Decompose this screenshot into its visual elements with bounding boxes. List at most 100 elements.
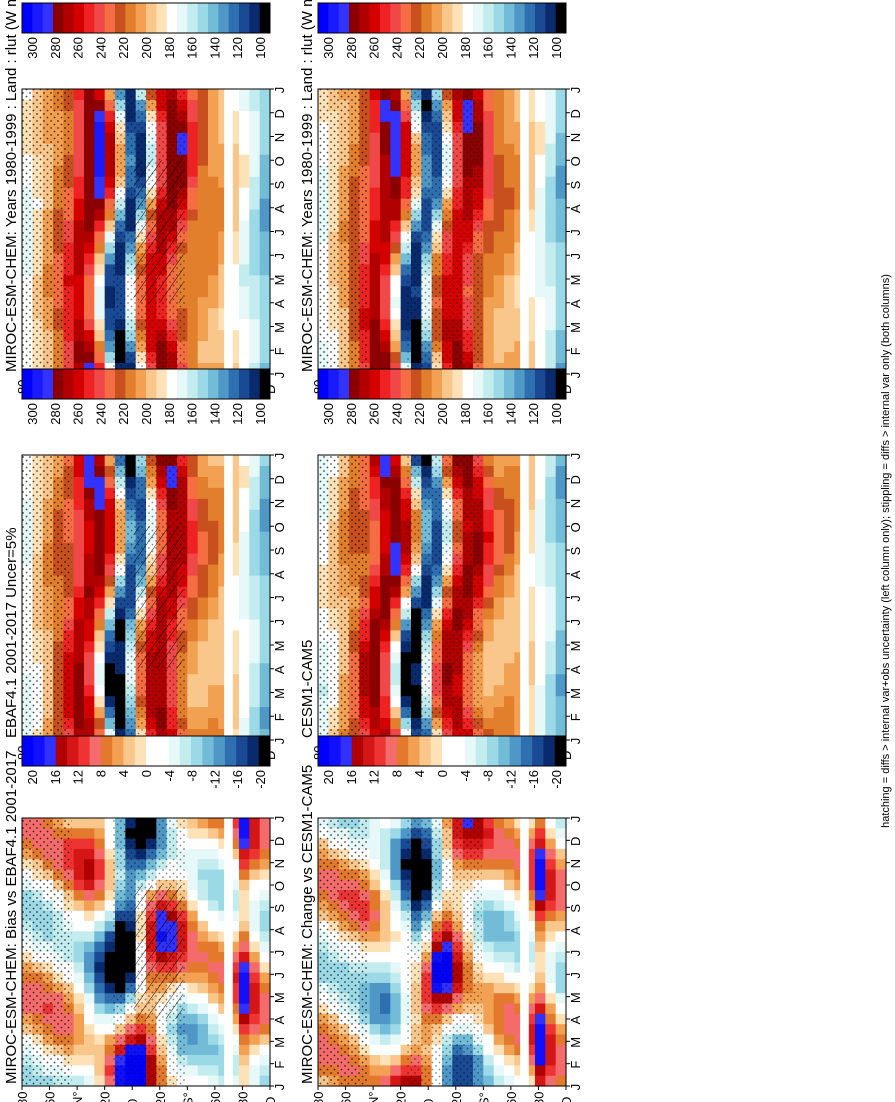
heatmap-cell	[555, 921, 567, 932]
colorbar-swatch	[504, 3, 515, 33]
heatmap-cell	[514, 187, 526, 200]
heatmap-cell	[104, 941, 116, 953]
heatmap-cell	[94, 231, 106, 244]
heatmap-cell	[208, 729, 219, 741]
heatmap-cell	[259, 707, 271, 719]
heatmap-cell	[369, 1075, 381, 1087]
colorbar-label: 280	[344, 403, 359, 425]
heatmap-cell	[228, 198, 240, 211]
heatmap-cell	[259, 176, 271, 189]
heatmap-cell	[400, 154, 412, 167]
heatmap-cell	[483, 330, 495, 342]
heatmap-cell	[493, 952, 505, 963]
heatmap-cell	[483, 89, 495, 101]
heatmap-cell	[369, 900, 381, 912]
heatmap-cell	[218, 1075, 230, 1087]
heatmap-cell	[524, 575, 536, 588]
heatmap-cell	[380, 630, 391, 642]
heatmap-cell	[390, 962, 402, 974]
colorbar-swatch	[53, 369, 64, 399]
heatmap-cell	[239, 1034, 250, 1046]
heatmap-cell	[249, 859, 261, 871]
heatmap-cell	[493, 198, 505, 211]
heatmap-cell	[218, 531, 230, 544]
heatmap-cell	[390, 242, 402, 255]
heatmap-cell	[390, 286, 402, 298]
heatmap-cell	[369, 487, 381, 500]
heatmap-cell	[400, 352, 412, 364]
heatmap-cell	[380, 608, 391, 621]
heatmap-cell	[524, 838, 536, 850]
heatmap-cell	[493, 869, 505, 881]
heatmap-cell	[208, 275, 219, 287]
x-tick-label: F	[272, 1061, 287, 1069]
heatmap-cell	[218, 231, 230, 244]
heatmap-cell	[84, 962, 95, 974]
heatmap-cell	[218, 859, 230, 871]
panel-title: MIROC-ESM-CHEM: Change vs CESM1-CAM5	[299, 765, 316, 1084]
heatmap-cell	[380, 165, 391, 178]
heatmap-cell	[535, 498, 546, 511]
heatmap-cell	[545, 586, 557, 599]
heatmap-cell	[504, 838, 515, 850]
heatmap-cell	[73, 828, 85, 840]
x-tick-label: J	[272, 816, 287, 823]
colorbar-swatch	[411, 369, 422, 399]
heatmap-cell	[369, 729, 381, 741]
heatmap-cell	[228, 1024, 240, 1036]
colorbar-label: 280	[48, 37, 63, 59]
heatmap-cell	[249, 264, 261, 276]
heatmap-cell	[104, 729, 116, 741]
heatmap-cell	[400, 1013, 412, 1025]
heatmap-cell	[208, 952, 219, 963]
heatmap-cell	[104, 952, 116, 963]
heatmap-cell	[218, 848, 230, 860]
heatmap-cell	[187, 707, 199, 719]
heatmap-cell	[94, 564, 106, 577]
heatmap-cell	[218, 209, 230, 222]
heatmap-cell	[84, 718, 95, 730]
y-tick-label: 60	[339, 1092, 354, 1102]
heatmap-cell	[555, 879, 567, 891]
heatmap-cell	[249, 1044, 261, 1056]
heatmap-cell	[197, 619, 209, 631]
heatmap-cell	[208, 187, 219, 200]
heatmap-cell	[228, 476, 240, 489]
colorbar-swatch	[104, 3, 116, 33]
heatmap-cell	[104, 264, 116, 276]
heatmap-cell	[390, 165, 402, 178]
heatmap-cell	[535, 476, 546, 489]
heatmap-cell	[400, 1075, 412, 1087]
heatmap-cell	[524, 674, 536, 686]
heatmap-cell	[259, 1034, 271, 1046]
heatmap-cell	[73, 143, 85, 156]
heatmap-cell	[197, 564, 209, 577]
heatmap-cell	[483, 198, 495, 211]
heatmap-cell	[535, 890, 546, 902]
heatmap-cell	[94, 542, 106, 555]
heatmap-cell	[94, 828, 106, 840]
heatmap-cell	[483, 498, 495, 511]
heatmap-cell	[369, 921, 381, 932]
heatmap-cell	[369, 209, 381, 222]
heatmap-cell	[483, 242, 495, 255]
heatmap-cell	[249, 900, 261, 912]
heatmap-cell	[483, 674, 495, 686]
heatmap-cell	[187, 910, 199, 922]
heatmap-cell	[94, 220, 106, 233]
heatmap-cell	[197, 641, 209, 653]
heatmap-cell	[218, 828, 230, 840]
heatmap-cell	[555, 465, 567, 478]
heatmap-cell	[514, 275, 526, 287]
heatmap-cell	[208, 921, 219, 932]
heatmap-cell	[483, 910, 495, 922]
heatmap-cell	[524, 121, 536, 134]
heatmap-cell	[73, 476, 85, 489]
heatmap-cell	[380, 143, 391, 156]
heatmap-cell	[514, 838, 526, 850]
colorbar-swatch	[213, 736, 226, 766]
heatmap-cell	[84, 652, 95, 664]
heatmap-cell	[73, 253, 85, 265]
heatmap-cell	[535, 641, 546, 653]
